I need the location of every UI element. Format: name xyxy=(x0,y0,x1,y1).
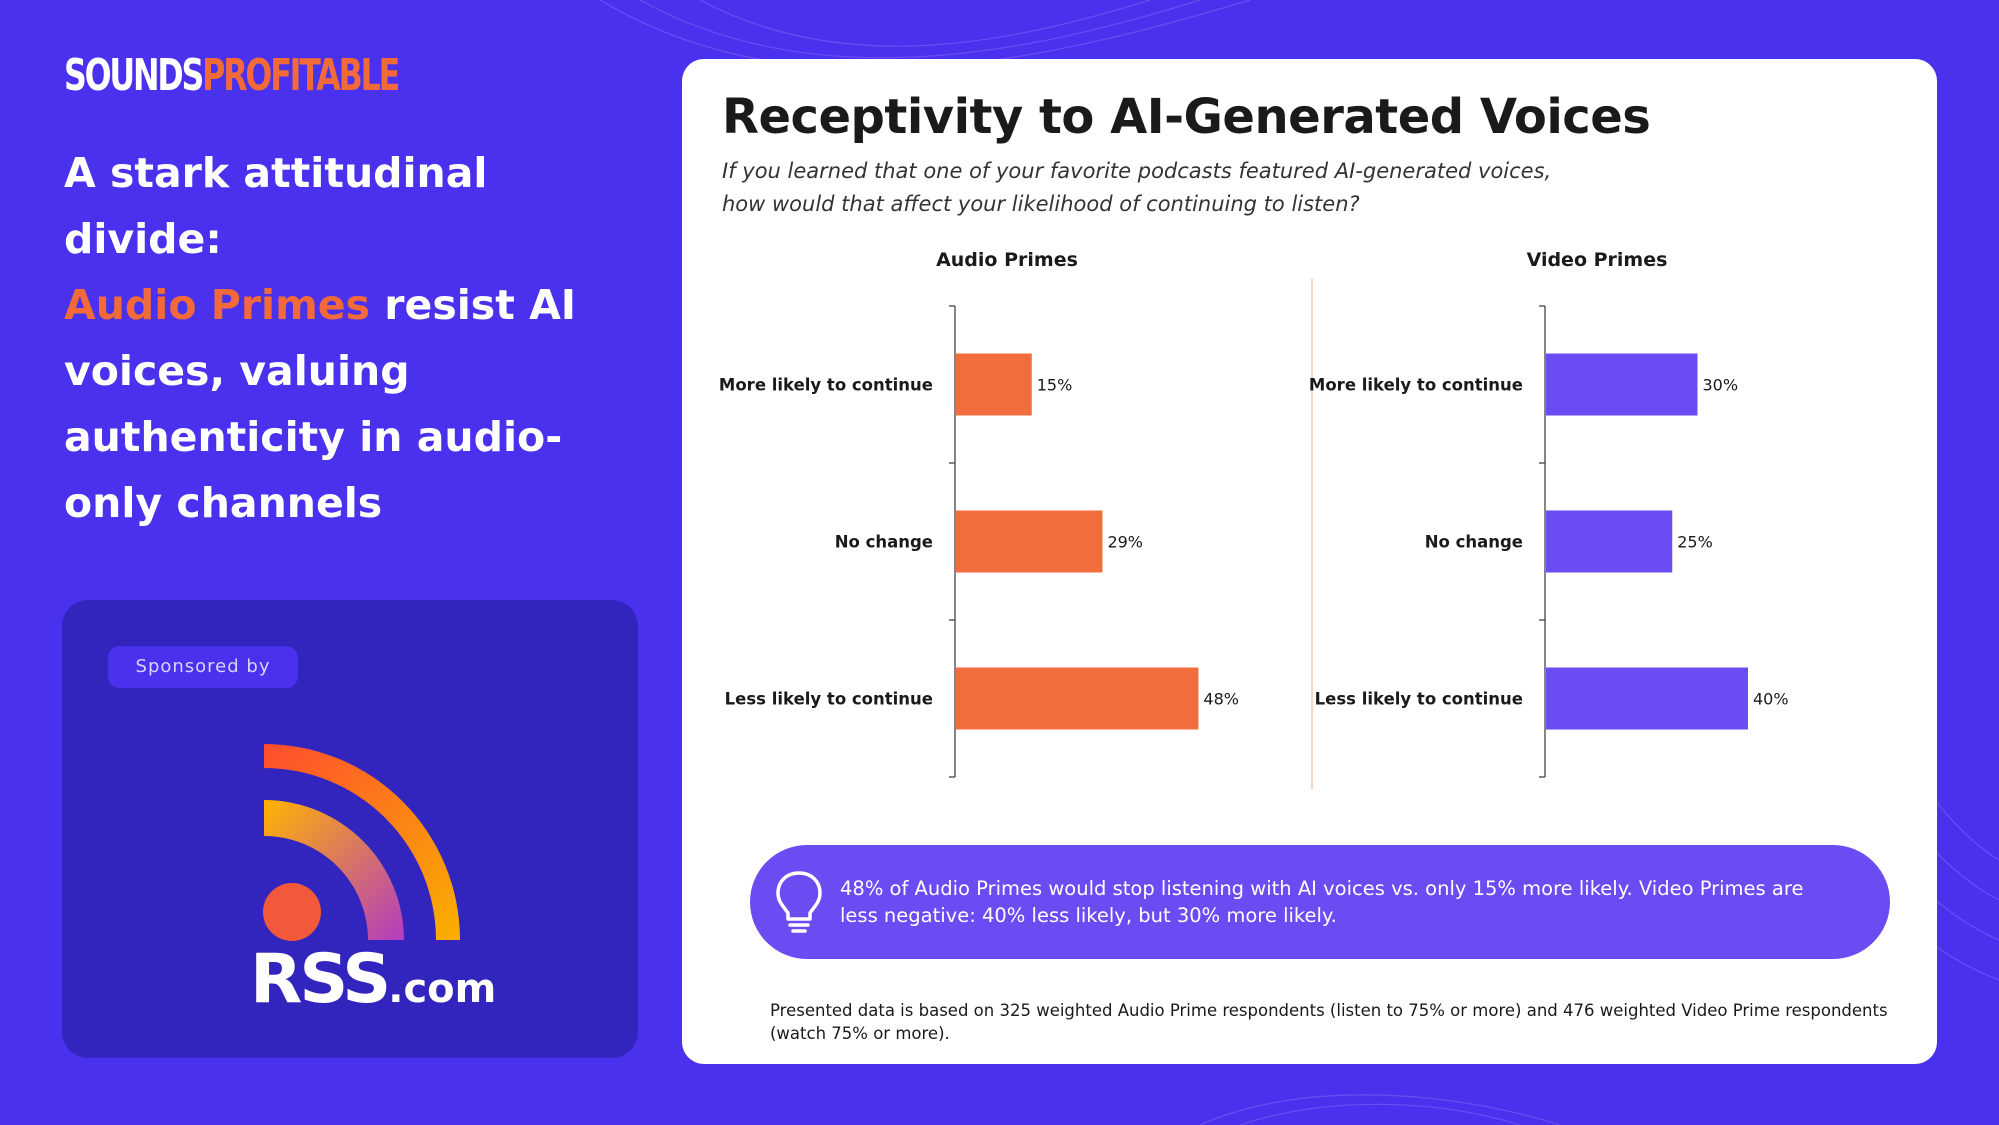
chart-title: Receptivity to AI-Generated Voices xyxy=(722,89,1651,145)
sponsor-card: Sponsored by RSS.com xyxy=(62,600,638,1058)
video-primes-chart-title: Video Primes xyxy=(1527,249,1668,271)
subtitle-line-2: how would that affect your likelihood of… xyxy=(722,192,1360,216)
video-primes-value-label: 40% xyxy=(1753,690,1789,709)
video-primes-bar-1 xyxy=(1546,353,1698,416)
video-primes-value-label: 25% xyxy=(1677,533,1713,552)
video-primes-value-label: 30% xyxy=(1703,376,1739,395)
audio-primes-bar-1 xyxy=(956,353,1032,416)
subtitle-line-1: If you learned that one of your favorite… xyxy=(722,159,1552,183)
rss-wordmark-suffix: .com xyxy=(388,966,497,1012)
lightbulb-icon xyxy=(776,871,822,933)
headline-rest: resist AI voices, valuing authenticity i… xyxy=(64,281,577,527)
insight-text: 48% of Audio Primes would stop listening… xyxy=(840,877,1804,927)
video-primes-category-label: No change xyxy=(1425,533,1523,552)
sounds-profitable-logo: SOUNDSPROFITABLE xyxy=(64,54,400,98)
sponsored-by-label: Sponsored by xyxy=(108,646,298,688)
audio-primes-bar-3 xyxy=(956,667,1199,730)
video-primes-category-label: Less likely to continue xyxy=(1315,690,1523,709)
audio-primes-category-label: Less likely to continue xyxy=(725,690,933,709)
rss-wordmark-main: RSS xyxy=(250,940,391,1019)
chart-card: Receptivity to AI-Generated Voices If yo… xyxy=(682,59,1937,1064)
audio-primes-chart-title: Audio Primes xyxy=(936,249,1078,271)
headline-lead: A stark attitudinal divide: xyxy=(64,149,488,263)
headline: A stark attitudinal divide: Audio Primes… xyxy=(64,140,624,536)
rss-wordmark: RSS.com xyxy=(250,946,496,1014)
audio-primes-category-label: More likely to continue xyxy=(719,376,933,395)
rss-feed-icon xyxy=(263,744,460,941)
audio-primes-value-label: 48% xyxy=(1203,690,1239,709)
footnote: Presented data is based on 325 weighted … xyxy=(770,1001,1888,1043)
logo-word-profitable: PROFITABLE xyxy=(202,50,400,101)
headline-accent: Audio Primes xyxy=(64,281,371,329)
video-primes-bar-2 xyxy=(1546,510,1673,573)
chart-subtitle: If you learned that one of your favorite… xyxy=(722,155,1622,221)
logo-word-sounds: SOUNDS xyxy=(64,50,204,101)
bar-charts: Audio Primes More likely to continue 15% No… xyxy=(719,249,1789,789)
audio-primes-bar-2 xyxy=(956,510,1103,573)
video-primes-bar-3 xyxy=(1546,667,1748,730)
video-primes-category-label: More likely to continue xyxy=(1309,376,1523,395)
audio-primes-category-label: No change xyxy=(835,533,933,552)
audio-primes-value-label: 15% xyxy=(1037,376,1073,395)
insight-callout: 48% of Audio Primes would stop listening… xyxy=(750,845,1890,959)
audio-primes-value-label: 29% xyxy=(1107,533,1143,552)
